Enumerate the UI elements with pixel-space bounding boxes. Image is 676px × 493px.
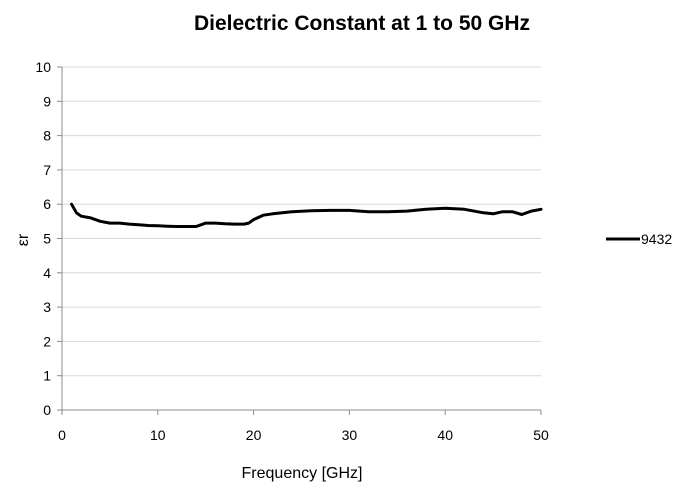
axes (57, 66, 542, 415)
x-tick-label: 50 (533, 427, 549, 443)
gridlines (62, 66, 541, 377)
y-axis-label: εr (15, 233, 32, 246)
x-tick-label: 30 (342, 427, 358, 443)
series-layer (70, 202, 543, 228)
x-axis-label: Frequency [GHz] (242, 465, 363, 482)
chart-title: Dielectric Constant at 1 to 50 GHz (194, 12, 530, 35)
x-tick-label: 10 (150, 427, 166, 443)
x-tick-label: 0 (58, 427, 66, 443)
y-tick-label: 1 (43, 368, 51, 384)
y-tick-label: 7 (43, 162, 51, 178)
y-tick-label: 8 (43, 128, 51, 144)
y-tick-label: 9 (43, 93, 51, 109)
y-tick-label: 5 (43, 231, 51, 247)
tick-labels: 0 1 2 3 4 5 6 7 8 9 10 0 10 20 30 40 50 (35, 59, 549, 443)
series-line (70, 202, 543, 228)
legend-label: 9432 (641, 231, 672, 247)
legend: 9432 (606, 231, 672, 247)
y-tick-label: 10 (35, 59, 51, 75)
y-tick-label: 2 (43, 333, 51, 349)
y-tick-label: 4 (43, 265, 51, 281)
y-tick-label: 0 (43, 402, 51, 418)
x-tick-label: 20 (246, 427, 262, 443)
y-tick-label: 3 (43, 299, 51, 315)
y-tick-label: 6 (43, 196, 51, 212)
x-tick-label: 40 (437, 427, 453, 443)
